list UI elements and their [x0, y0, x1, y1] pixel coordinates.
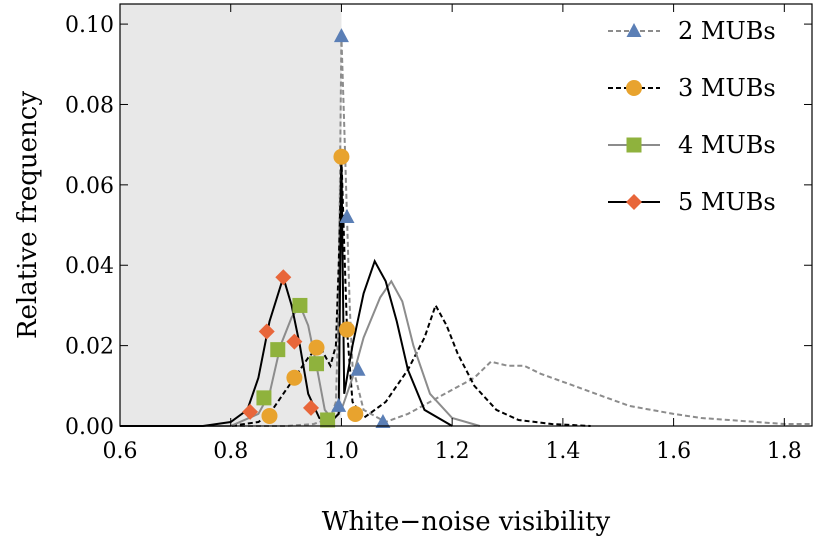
x-tick-label: 0.6	[103, 439, 138, 464]
data-point-marker	[275, 269, 292, 286]
data-point-marker	[375, 413, 391, 428]
y-tick-label: 0.10	[65, 13, 114, 38]
y-tick-label: 0.04	[65, 254, 114, 279]
legend-label: 2 MUBs	[678, 17, 776, 45]
data-point-marker	[256, 390, 272, 406]
data-point-marker	[320, 412, 336, 428]
y-tick-label: 0.06	[65, 174, 114, 199]
data-point-marker	[347, 405, 364, 422]
data-point-marker	[258, 323, 275, 340]
legend-item: 4 MUBs	[608, 131, 776, 159]
data-point-marker	[261, 407, 278, 424]
data-point-marker	[286, 369, 303, 386]
x-tick-label: 1.8	[767, 439, 802, 464]
x-tick-label: 1.4	[545, 439, 580, 464]
data-point-marker	[350, 361, 366, 376]
data-point-marker	[339, 209, 355, 224]
y-tick-label: 0.00	[65, 415, 114, 440]
series-line-2-mubs	[120, 36, 812, 427]
legend-label: 3 MUBs	[678, 74, 776, 102]
data-point-marker	[302, 399, 319, 416]
legend-marker	[626, 137, 642, 153]
legend-marker	[626, 23, 642, 37]
legend-item: 2 MUBs	[608, 17, 776, 45]
legend: 2 MUBs 3 MUBs 4 MUBs 5 MUBs	[608, 17, 776, 216]
legend-marker	[626, 80, 642, 96]
data-point-marker	[308, 339, 325, 356]
legend-marker	[626, 194, 642, 210]
x-tick-label: 1.6	[656, 439, 691, 464]
legend-item: 3 MUBs	[608, 74, 776, 102]
data-point-marker	[286, 333, 303, 350]
x-tick-label: 1.2	[435, 439, 470, 464]
x-axis-label: White−noise visibility	[322, 507, 611, 537]
data-point-marker	[292, 297, 308, 313]
legend-label: 4 MUBs	[678, 131, 776, 159]
tick-layer: 0.6 0.8 1.0 1.2 1.4 1.6 1.8 0.00 0.02 0.04 0.06 0.0…	[65, 4, 812, 464]
y-tick-label: 0.08	[65, 93, 114, 118]
data-point-marker	[270, 342, 286, 358]
y-axis-label: Relative frequency	[13, 91, 43, 339]
shaded-region	[120, 4, 342, 426]
data-point-marker	[333, 28, 349, 43]
x-tick-label: 0.8	[213, 439, 248, 464]
plot-frame	[119, 3, 813, 427]
legend-item: 5 MUBs	[608, 188, 776, 216]
x-tick-label: 1.0	[324, 439, 359, 464]
legend-label: 5 MUBs	[678, 188, 776, 216]
data-point-marker	[331, 397, 347, 412]
data-point-marker	[338, 321, 355, 338]
y-tick-label: 0.02	[65, 335, 114, 360]
data-point-marker	[309, 356, 325, 372]
data-point-marker	[333, 148, 350, 165]
marker-layer	[242, 28, 391, 428]
data-point-marker	[242, 403, 259, 420]
